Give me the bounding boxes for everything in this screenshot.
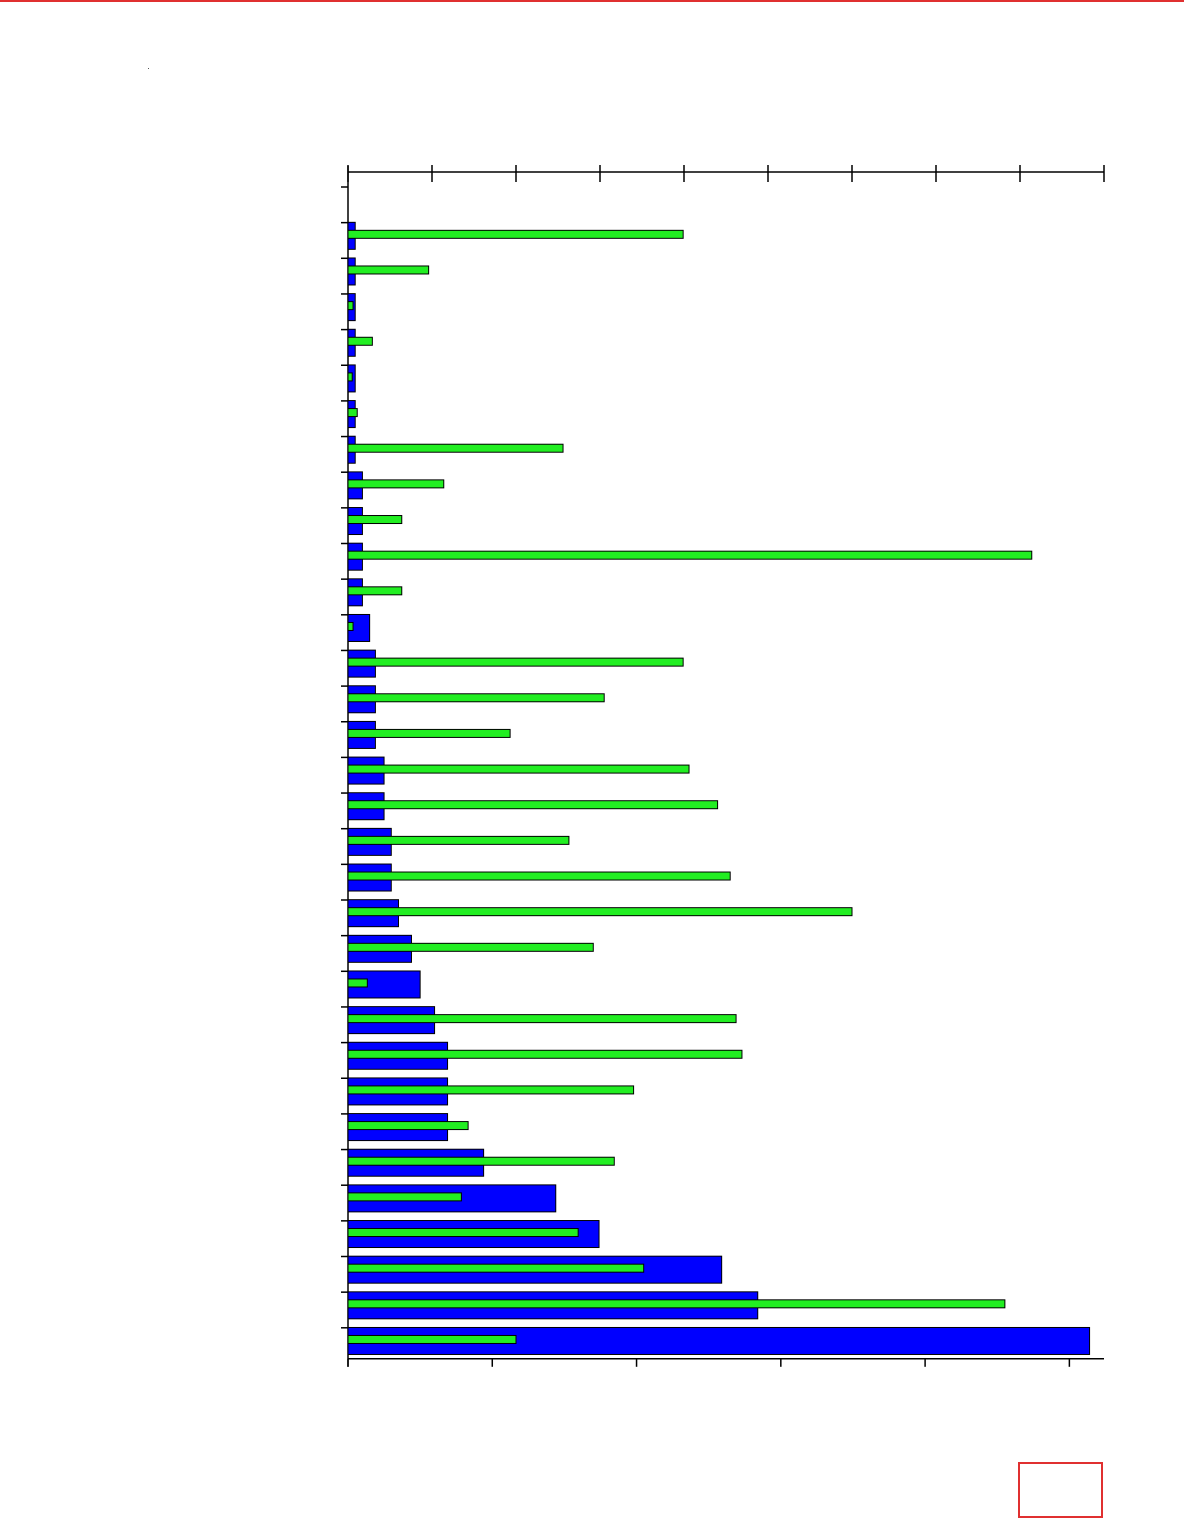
bar <box>347 978 368 988</box>
bar <box>347 515 403 525</box>
bar <box>347 942 594 952</box>
bar <box>347 1014 737 1024</box>
bar <box>347 1228 579 1238</box>
bar <box>347 835 570 845</box>
bar <box>347 265 430 275</box>
bar <box>347 1121 469 1131</box>
plot <box>341 165 1105 1367</box>
bar <box>347 871 731 881</box>
bar <box>347 1299 1006 1309</box>
bar <box>347 408 358 418</box>
bar <box>347 728 511 738</box>
bar <box>347 1156 615 1166</box>
bar <box>347 657 684 667</box>
bar <box>347 372 353 382</box>
bar <box>347 1192 462 1202</box>
bar <box>347 693 605 703</box>
bar <box>347 479 445 489</box>
bar <box>347 550 1033 560</box>
bar <box>347 907 853 917</box>
bar <box>347 443 564 453</box>
bar <box>347 1263 645 1273</box>
bar <box>347 1334 517 1344</box>
bar <box>347 1049 743 1059</box>
bar <box>347 336 373 346</box>
dot <box>148 68 149 69</box>
page-box <box>1018 1462 1103 1518</box>
bar <box>347 1085 635 1095</box>
bar <box>347 621 354 631</box>
bar <box>347 764 690 774</box>
bar <box>347 301 354 311</box>
bar <box>347 586 403 596</box>
bar <box>347 800 719 810</box>
bar <box>347 229 684 239</box>
